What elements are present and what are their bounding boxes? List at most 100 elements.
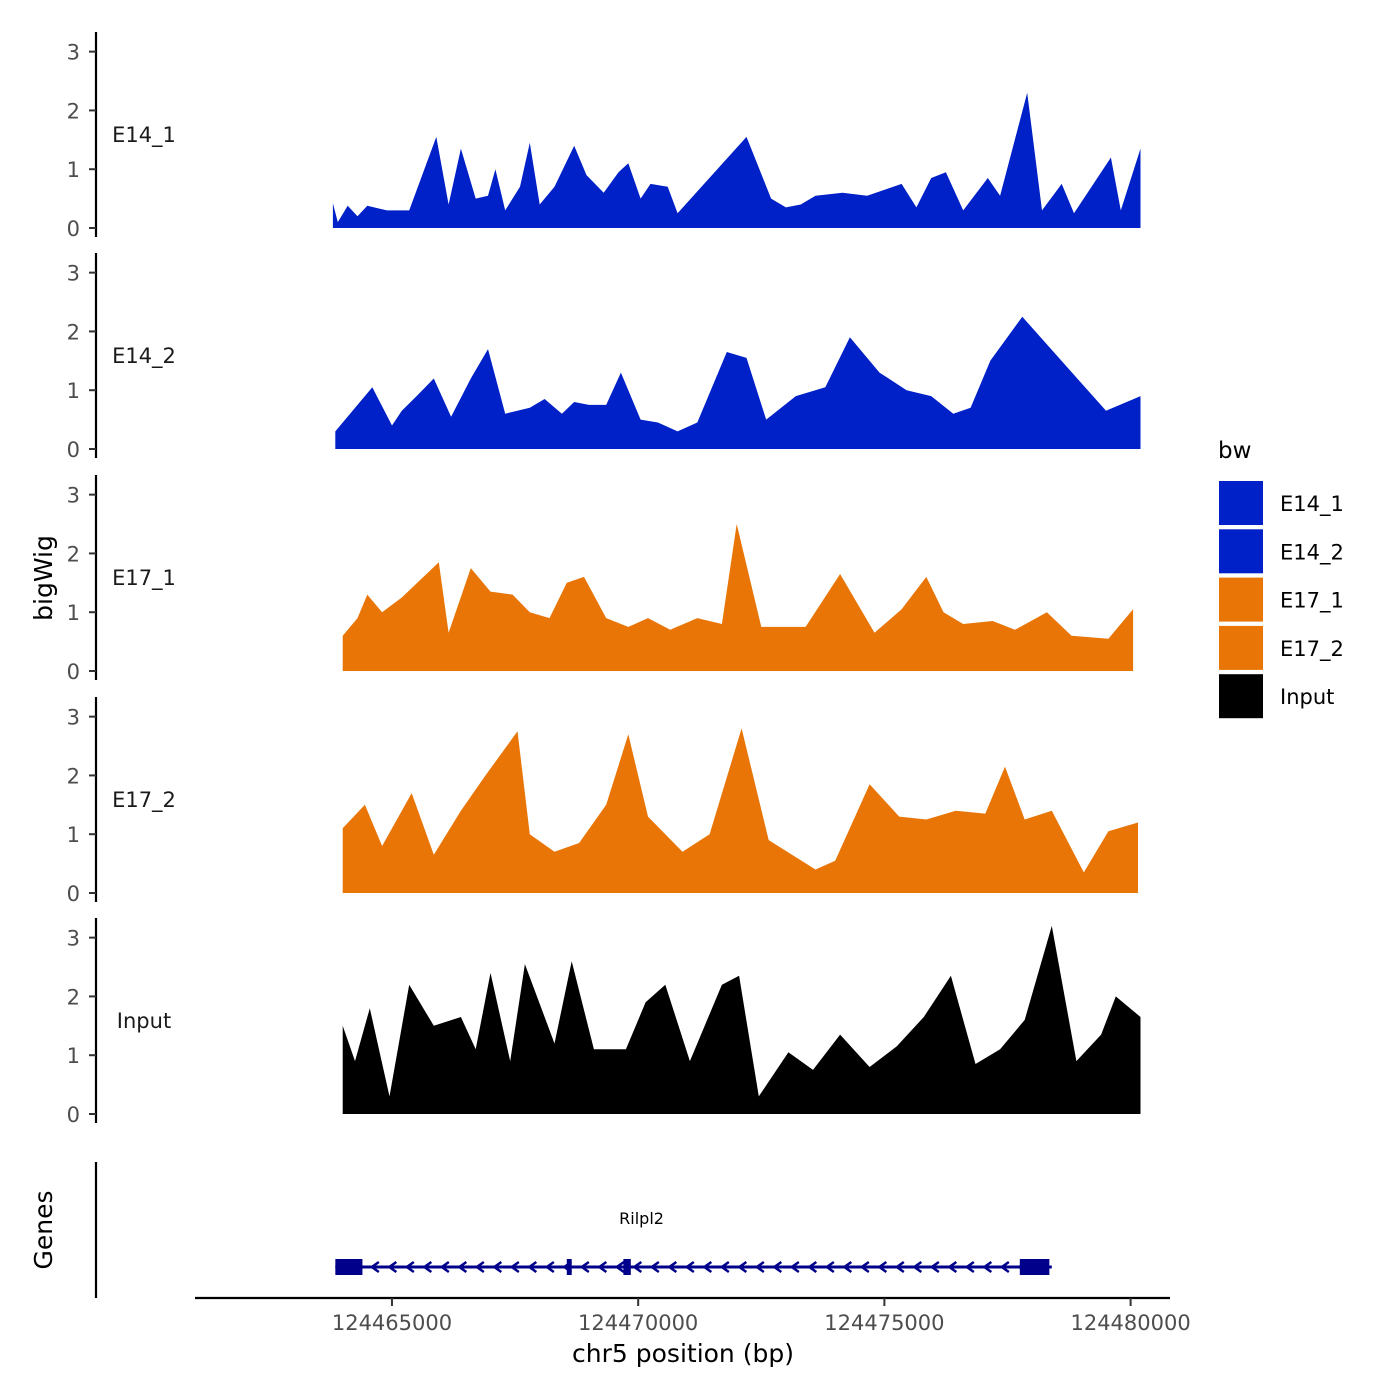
strand-arrow [702, 1260, 713, 1274]
strand-arrow [877, 1260, 888, 1274]
y-tick-label: 1 [67, 823, 80, 847]
y-tick-label: 3 [67, 706, 80, 730]
legend-label-E17_1: E17_1 [1280, 589, 1344, 614]
strand-arrow [492, 1260, 503, 1274]
x-tick-label: 124475000 [824, 1311, 944, 1335]
strand-arrow [999, 1260, 1010, 1274]
y-tick-label: 0 [67, 1103, 80, 1127]
coverage-area-E14_1 [332, 92, 1141, 228]
strand-arrow [754, 1260, 765, 1274]
y-tick-label: 2 [67, 985, 80, 1009]
strand-arrow [527, 1260, 538, 1274]
gene-Rilpl2: Rilpl2 [335, 1209, 1052, 1275]
strand-arrow [597, 1260, 608, 1274]
strand-arrow [509, 1260, 520, 1274]
legend-swatch-Input [1219, 674, 1263, 719]
track-Input: 0 1 2 3 Input [67, 918, 1141, 1127]
track-panels: 0 1 2 3 E14_1 0 1 2 3 E14_2 0 1 2 3 E17_1 0 1 2 3 E17_2 0 1 2 3… [67, 32, 1141, 1127]
strand-arrow [544, 1260, 555, 1274]
x-axis-label: chr5 position (bp) [572, 1339, 794, 1368]
legend-swatch-E14_2 [1219, 529, 1263, 574]
y-tick-label: 1 [67, 1044, 80, 1068]
strand-arrow [457, 1260, 468, 1274]
strand-arrow [964, 1260, 975, 1274]
strand-arrow [422, 1260, 433, 1274]
y-axis-label: bigWig [29, 535, 58, 621]
strand-arrow [929, 1260, 940, 1274]
gene-exon [623, 1259, 631, 1275]
coverage-area-E14_2 [335, 316, 1141, 449]
legend: bw E14_1 E14_2 E17_1 E17_2 Input [1218, 438, 1344, 719]
track-label: E14_2 [112, 344, 176, 369]
y-tick-label: 2 [67, 320, 80, 344]
coverage-area-E17_1 [342, 524, 1134, 671]
y-tick-label: 1 [67, 379, 80, 403]
x-tick-label: 124480000 [1070, 1311, 1190, 1335]
x-tick-label: 124465000 [332, 1311, 452, 1335]
legend-label-Input: Input [1280, 685, 1334, 709]
strand-arrow [719, 1260, 730, 1274]
strand-arrow [404, 1260, 415, 1274]
strand-arrow [842, 1260, 853, 1274]
strand-arrow [387, 1260, 398, 1274]
genes-panel: Genes Rilpl2 [29, 1162, 1052, 1298]
track-label: E14_1 [112, 123, 176, 148]
gene-exon [335, 1259, 363, 1275]
legend-label-E14_2: E14_2 [1280, 540, 1344, 565]
strand-arrow [772, 1260, 783, 1274]
strand-arrow [474, 1260, 485, 1274]
y-tick-label: 0 [67, 660, 80, 684]
legend-swatch-E14_1 [1219, 481, 1263, 525]
strand-arrow [684, 1260, 695, 1274]
strand-arrow [982, 1260, 993, 1274]
coverage-area-Input [342, 925, 1141, 1114]
y-tick-label: 3 [67, 484, 80, 508]
strand-arrow [632, 1260, 643, 1274]
y-tick-label: 3 [67, 927, 80, 951]
strand-arrow [649, 1260, 660, 1274]
strand-arrow [789, 1260, 800, 1274]
track-E17_2: 0 1 2 3 E17_2 [67, 697, 1139, 906]
genes-label: Genes [29, 1190, 58, 1269]
x-axis: 124465000 124470000 124475000 124480000 [195, 1296, 1191, 1335]
legend-title: bw [1218, 438, 1251, 464]
strand-arrow [947, 1260, 958, 1274]
y-tick-label: 0 [67, 438, 80, 462]
strand-arrow [737, 1260, 748, 1274]
y-tick-label: 1 [67, 158, 80, 182]
x-tick-label: 124470000 [578, 1311, 698, 1335]
strand-arrow [439, 1260, 450, 1274]
y-tick-label: 0 [67, 217, 80, 241]
strand-arrow [912, 1260, 923, 1274]
y-tick-label: 3 [67, 262, 80, 286]
y-tick-label: 2 [67, 99, 80, 123]
track-label: E17_2 [112, 788, 176, 813]
track-label: E17_1 [112, 566, 176, 591]
strand-arrow [894, 1260, 905, 1274]
y-tick-label: 2 [67, 764, 80, 788]
strand-arrow [667, 1260, 678, 1274]
legend-label-E14_1: E14_1 [1280, 492, 1344, 517]
track-E14_2: 0 1 2 3 E14_2 [67, 253, 1141, 462]
coverage-area-E17_2 [342, 728, 1138, 893]
legend-swatch-E17_2 [1219, 625, 1263, 670]
gene-name: Rilpl2 [619, 1209, 664, 1228]
y-tick-label: 2 [67, 542, 80, 566]
track-E17_1: 0 1 2 3 E17_1 [67, 475, 1134, 684]
legend-label-E17_2: E17_2 [1280, 637, 1344, 662]
track-E14_1: 0 1 2 3 E14_1 [67, 32, 1141, 241]
strand-arrow [579, 1260, 590, 1274]
y-tick-label: 0 [67, 882, 80, 906]
strand-arrow [807, 1260, 818, 1274]
strand-arrow [859, 1260, 870, 1274]
strand-arrow [369, 1260, 380, 1274]
strand-arrow [614, 1260, 625, 1274]
gene-exon [566, 1259, 572, 1275]
legend-swatch-E17_1 [1219, 577, 1263, 622]
y-tick-label: 1 [67, 601, 80, 625]
strand-arrow [824, 1260, 835, 1274]
gene-exon [1019, 1259, 1050, 1275]
track-label: Input [117, 1009, 171, 1033]
y-tick-label: 3 [67, 41, 80, 65]
